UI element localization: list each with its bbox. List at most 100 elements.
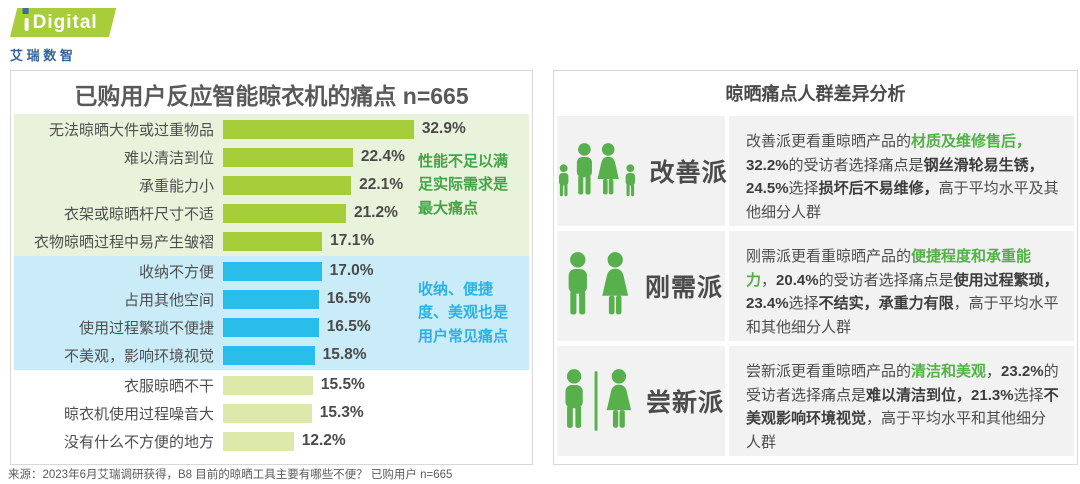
value-label: 15.3% (319, 404, 364, 421)
description-segment: 的受访者选择痛点是 (746, 363, 1059, 404)
description-segment: 32.2% (746, 156, 789, 174)
description-segment: 21.3% (971, 386, 1014, 404)
category-label: 没有什么不方便的地方 (63, 433, 214, 451)
bar (223, 345, 315, 365)
description-segment: ，高于平均水平和其他细分人群 (746, 410, 1047, 452)
chart-row: 不美观，影响环境视觉 15.8% (14, 341, 529, 369)
description-segment: 24.5% (746, 180, 789, 198)
description-segment: 23.4% (746, 295, 789, 313)
category-label: 难以清洁到位 (123, 149, 214, 167)
group-description: 改善派更看重晾晒产品的材质及维修售后， 32.2%的受访者选择痛点是钢丝滑轮易生锈… (729, 116, 1074, 226)
category-label: 晾衣机使用过程噪音大 (63, 405, 214, 423)
description-segment: ， (986, 363, 1002, 380)
chart-row: 晾衣机使用过程噪音大 15.3% (14, 399, 529, 427)
value-label: 22.1% (359, 176, 404, 193)
bar (223, 431, 294, 451)
category-label: 衣物晾晒过程中易产生皱褶 (33, 233, 214, 251)
value-label: 21.2% (353, 204, 398, 221)
bar (223, 231, 323, 251)
description-segment: 的受访者选择痛点是 (788, 156, 924, 174)
description-segment: 尝新派更看重晾晒产品的 (746, 363, 912, 380)
description-segment: 不美观影响环境视觉 (746, 386, 1059, 428)
bar (223, 147, 353, 167)
couple-icon (568, 252, 629, 315)
group-description: 刚需派更看重晾晒产品的便捷程度和承重能力，20.4%的受访者选择痛点是使用过程繁… (729, 231, 1074, 341)
value-label: 22.4% (360, 148, 405, 165)
bar (223, 403, 312, 423)
logo-letter-i (22, 7, 29, 31)
chart-band-convenience: 收纳不方便 17.0% 占用其他空间 16.5% 使用过程繁琐不便捷 16.5% 不美观，影… (14, 256, 529, 370)
category-label: 无法晾晒大件或过重物品 (48, 121, 214, 139)
group-row-early-adopters: 尝新派 尝新派更看重晾晒产品的清洁和美观，23.2%的受访者选择痛点是难以清洁到… (557, 346, 1074, 456)
family-icon (558, 143, 635, 197)
category-label: 收纳不方便 (138, 263, 214, 281)
chart-row: 使用过程繁琐不便捷 16.5% (14, 313, 529, 341)
description-segment: 的受访者选择痛点是 (818, 271, 954, 289)
group-icon-cell: 改善派 (557, 116, 729, 226)
chart-row: 占用其他空间 16.5% (14, 285, 529, 313)
chart-plot-area: 无法晾晒大件或过重物品 32.9% 难以清洁到位 22.4% 承重能力小 22.1% 衣架或… (14, 114, 529, 456)
description-segment: 高于平均水平及其他细分人群 (746, 180, 1059, 222)
value-label: 32.9% (421, 120, 466, 137)
chart-row: 难以清洁到位 22.4% (14, 143, 529, 171)
bar (223, 289, 319, 309)
value-label: 17.0% (329, 262, 374, 279)
bar (223, 203, 346, 223)
bar (223, 317, 319, 337)
description-segment: 使用过程繁琐， (953, 271, 1059, 289)
group-row-improvers: 改善派 改善派更看重晾晒产品的材质及维修售后， 32.2%的受访者选择痛点是钢丝滑… (557, 116, 1074, 226)
chart-band-performance: 无法晾晒大件或过重物品 32.9% 难以清洁到位 22.4% 承重能力小 22.1% 衣架或… (14, 114, 529, 256)
description-segment: 损坏后不易维修， (818, 180, 939, 198)
analysis-title: 晾晒痛点人群差异分析 (725, 84, 906, 104)
description-segment: 钢丝滑轮易生锈， (923, 156, 1044, 174)
description-segment: 选择 (1013, 386, 1044, 404)
group-analysis-panel: 晾晒痛点人群差异分析 改善派 改善派更看重晾晒产品的材质及维修售后，32.2%的… (553, 70, 1078, 465)
group-icon-cell: 刚需派 (557, 231, 729, 341)
band-annotation: 收纳、便捷度、美观也是用户常见痛点 (418, 281, 509, 345)
idigital-logo: Digital 艾 瑞 数 智 (10, 7, 117, 64)
description-segment: 选择 (788, 295, 819, 313)
chart-title: 已购用户反应智能晾衣机的痛点 n=665 (74, 83, 469, 109)
bar (223, 375, 313, 395)
chart-row: 衣架或晾晒杆尺寸不适 21.2% (14, 199, 529, 227)
value-label: 16.5% (326, 290, 371, 307)
logo-i-dot (22, 7, 29, 14)
description-segment: 选择 (788, 180, 819, 198)
group-icon-cell: 尝新派 (557, 346, 729, 456)
group-row-essentials: 刚需派 刚需派更看重晾晒产品的便捷程度和承重能力，20.4%的受访者选择痛点是使… (557, 231, 1074, 341)
group-description: 尝新派更看重晾晒产品的清洁和美观，23.2%的受访者选择痛点是难以清洁到位，21… (729, 346, 1074, 456)
logo-shape: Digital (10, 7, 117, 37)
value-label: 17.1% (330, 232, 375, 249)
logo-chinese-name: 艾 瑞 数 智 (10, 48, 73, 63)
logo-wordmark: Digital (32, 12, 98, 33)
pain-points-chart-panel: 已购用户反应智能晾衣机的痛点 n=665 无法晾晒大件或过重物品 32.9% 难以清… (10, 70, 533, 465)
value-label: 12.2% (301, 432, 346, 449)
category-label: 占用其他空间 (123, 291, 214, 309)
chart-row: 承重能力小 22.1% (14, 171, 529, 199)
description-segment: ，高于平均水平和其他细分人群 (746, 295, 1059, 337)
chart-row: 没有什么不方便的地方 12.2% (14, 427, 529, 455)
male-female-icon (565, 369, 632, 431)
chart-row: 衣物晾晒过程中易产生皱褶 17.1% (14, 227, 529, 255)
value-label: 15.8% (322, 346, 367, 363)
category-label: 不美观，影响环境视觉 (63, 347, 214, 365)
group-name: 刚需派 (644, 274, 723, 302)
category-label: 承重能力小 (138, 177, 214, 195)
group-name: 改善派 (649, 159, 728, 187)
description-segment: 刚需派更看重晾晒产品的 (746, 248, 912, 265)
category-label: 使用过程繁琐不便捷 (78, 319, 214, 337)
category-label: 衣服晾晒不干 (123, 377, 214, 395)
description-segment: 不结实，承重力有限 (818, 295, 954, 313)
bar (223, 261, 322, 281)
value-label: 15.5% (320, 376, 365, 393)
value-label: 16.5% (326, 318, 371, 335)
chart-row: 衣服晾晒不干 15.5% (14, 371, 529, 399)
group-name: 尝新派 (645, 389, 724, 417)
category-label: 衣架或晾晒杆尺寸不适 (63, 205, 214, 223)
description-segment: 清洁和美观 (911, 363, 987, 380)
description-segment: 便捷程度和承重能力 (746, 248, 1032, 289)
bar (223, 119, 414, 139)
chart-row: 收纳不方便 17.0% (14, 257, 529, 285)
description-segment: 20.4% (776, 271, 819, 289)
description-segment: 23.2% (1001, 363, 1044, 380)
